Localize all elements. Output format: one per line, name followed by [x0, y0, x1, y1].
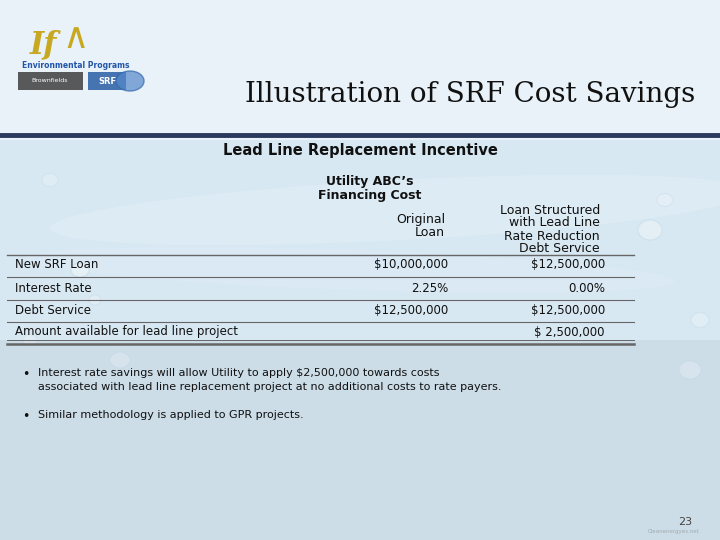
Text: Financing Cost: Financing Cost: [318, 190, 422, 202]
Text: Loan Structured: Loan Structured: [500, 204, 600, 217]
Text: Similar methodology is applied to GPR projects.: Similar methodology is applied to GPR pr…: [38, 410, 304, 420]
Ellipse shape: [50, 175, 720, 245]
Text: Cleanenergyes.net: Cleanenergyes.net: [648, 530, 700, 535]
Bar: [88, 72, 126, 90]
Ellipse shape: [679, 361, 701, 379]
Text: SRF: SRF: [98, 77, 116, 85]
Ellipse shape: [42, 173, 58, 186]
Bar: [0, 140, 720, 340]
Text: Environmental Programs: Environmental Programs: [22, 60, 130, 70]
Text: Lead Line Replacement Incentive: Lead Line Replacement Incentive: [222, 143, 498, 158]
Text: Debt Service: Debt Service: [519, 242, 600, 255]
Text: Rate Reduction: Rate Reduction: [505, 230, 600, 242]
Ellipse shape: [691, 313, 709, 327]
Text: $12,500,000: $12,500,000: [531, 303, 605, 316]
Text: New SRF Loan: New SRF Loan: [15, 259, 99, 272]
Ellipse shape: [23, 334, 37, 346]
Text: ∧: ∧: [62, 21, 89, 55]
Ellipse shape: [657, 193, 673, 206]
Text: $12,500,000: $12,500,000: [531, 259, 605, 272]
Text: Amount available for lead line project: Amount available for lead line project: [15, 326, 238, 339]
Bar: [0, 0, 720, 140]
Text: Loan: Loan: [415, 226, 445, 239]
Ellipse shape: [116, 71, 144, 91]
Text: with Lead Line: with Lead Line: [509, 217, 600, 230]
Ellipse shape: [638, 220, 662, 240]
Bar: [0, 340, 720, 540]
Text: Brownfields: Brownfields: [32, 78, 68, 84]
Text: Debt Service: Debt Service: [15, 303, 91, 316]
Text: Interest Rate: Interest Rate: [15, 281, 91, 294]
Text: •: •: [22, 410, 30, 423]
Ellipse shape: [110, 352, 130, 368]
Ellipse shape: [89, 295, 101, 305]
Text: $12,500,000: $12,500,000: [374, 303, 448, 316]
Text: Illustration of SRF Cost Savings: Illustration of SRF Cost Savings: [245, 82, 695, 109]
Text: $ 2,500,000: $ 2,500,000: [534, 326, 605, 339]
Text: Interest rate savings will allow Utility to apply $2,500,000 towards costs: Interest rate savings will allow Utility…: [38, 368, 439, 378]
Ellipse shape: [71, 263, 89, 277]
Text: If: If: [30, 30, 58, 60]
Text: Utility ABC’s: Utility ABC’s: [326, 176, 414, 188]
Text: •: •: [22, 368, 30, 381]
Text: 0.00%: 0.00%: [568, 281, 605, 294]
Text: associated with lead line replacement project at no additional costs to rate pay: associated with lead line replacement pr…: [38, 382, 502, 392]
Text: 23: 23: [678, 517, 692, 527]
Ellipse shape: [25, 247, 675, 293]
Text: $10,000,000: $10,000,000: [374, 259, 448, 272]
Text: Original: Original: [396, 213, 445, 226]
Bar: [18, 72, 83, 90]
Text: 2.25%: 2.25%: [410, 281, 448, 294]
